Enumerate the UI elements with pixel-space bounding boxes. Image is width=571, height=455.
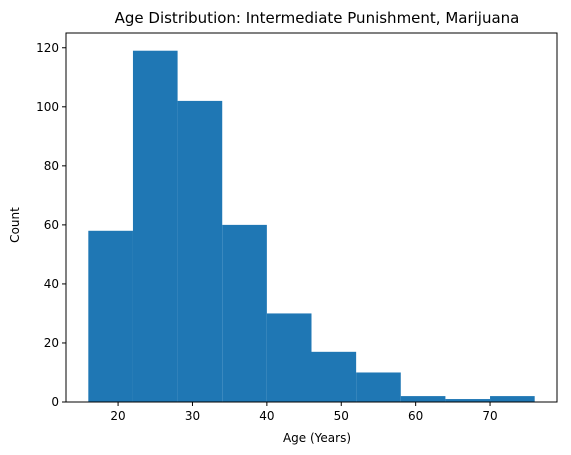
y-tick-label: 120 xyxy=(36,41,59,55)
y-axis-ticks: 0 20 40 60 80 100 120 xyxy=(36,41,66,409)
histogram-bar xyxy=(311,351,357,402)
bars-group xyxy=(88,50,535,403)
histogram-bar xyxy=(88,230,133,402)
x-tick-label: 70 xyxy=(482,409,497,423)
x-tick-label: 60 xyxy=(408,409,423,423)
y-tick-label: 0 xyxy=(51,395,59,409)
histogram-bar xyxy=(445,399,491,402)
histogram-bar xyxy=(222,224,267,402)
plot-frame xyxy=(65,32,558,403)
x-tick-label: 30 xyxy=(185,409,200,423)
histogram-bar xyxy=(132,50,178,402)
y-axis-label: Count xyxy=(8,207,22,243)
chart-title: Age Distribution: Intermediate Punishmen… xyxy=(115,9,520,27)
histogram-bar xyxy=(356,372,401,402)
y-tick-label: 60 xyxy=(44,218,59,232)
histogram-bar xyxy=(177,100,223,403)
histogram-bar xyxy=(490,396,535,402)
x-tick-label: 20 xyxy=(110,409,125,423)
x-tick-label: 50 xyxy=(334,409,349,423)
histogram-bar xyxy=(266,313,312,402)
x-axis-label: Age (Years) xyxy=(283,431,351,445)
y-tick-label: 20 xyxy=(44,336,59,350)
y-tick-label: 100 xyxy=(36,100,59,114)
x-tick-label: 40 xyxy=(259,409,274,423)
y-tick-label: 80 xyxy=(44,159,59,173)
histogram-bar xyxy=(400,396,446,402)
x-axis-ticks: 20 30 40 50 60 70 xyxy=(110,402,498,423)
y-tick-label: 40 xyxy=(44,277,59,291)
